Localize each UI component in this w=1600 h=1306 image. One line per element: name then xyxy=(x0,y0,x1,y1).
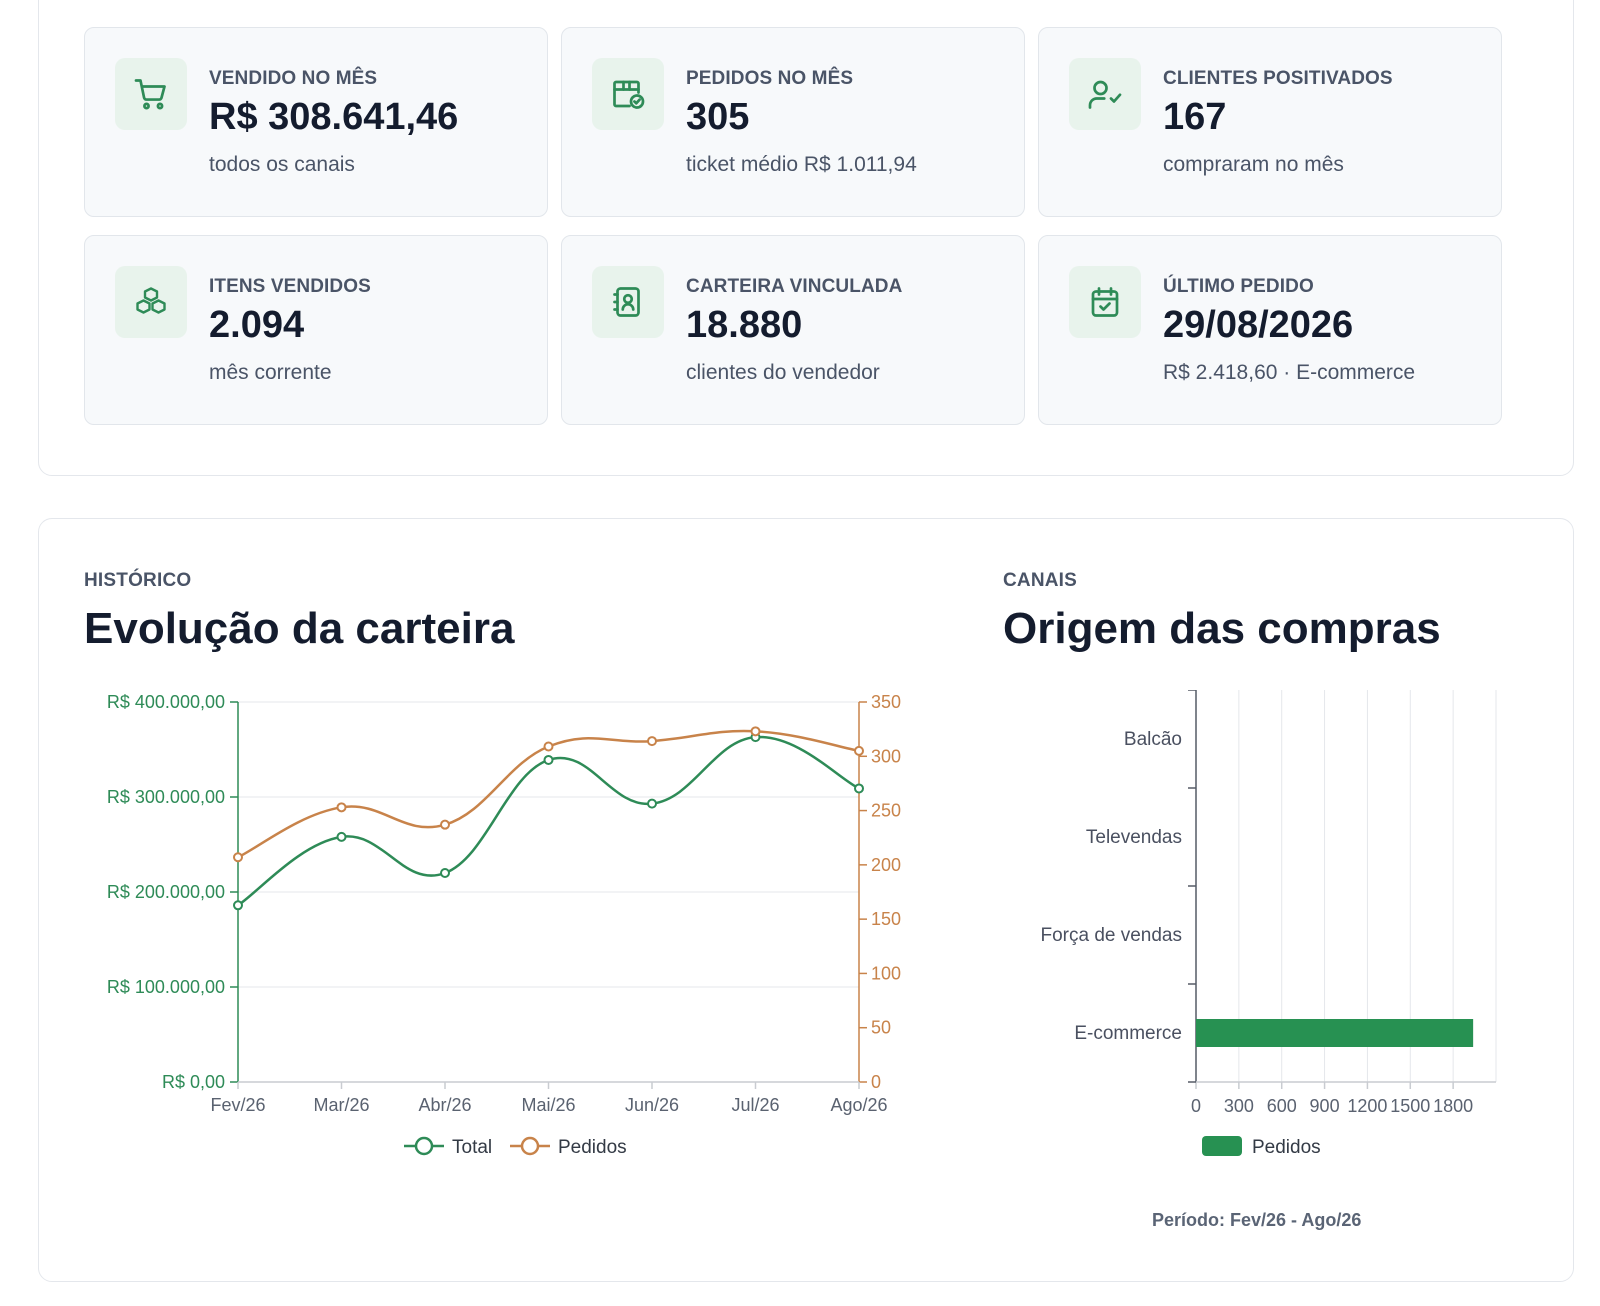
kpi-card-sold: VENDIDO NO MÊS R$ 308.641,46 todos os ca… xyxy=(84,27,548,217)
kpi-subtext: todos os canais xyxy=(209,153,355,176)
history-title: Evolução da carteira xyxy=(84,604,515,653)
data-point-pedidos xyxy=(233,852,243,863)
legend-label-total: Total xyxy=(452,1137,492,1158)
kpi-icon-box xyxy=(115,266,187,338)
kpi-label: ITENS VENDIDOS xyxy=(209,276,371,297)
data-point-pedidos xyxy=(336,802,347,813)
package-check-icon xyxy=(613,80,645,109)
legend-marker-pedidos xyxy=(520,1136,540,1156)
kpi-icon-box xyxy=(115,58,187,130)
y-left-tick-label: R$ 100.000,00 xyxy=(107,977,225,997)
history-eyebrow: HISTÓRICO xyxy=(84,570,192,591)
kpi-label: ÚLTIMO PEDIDO xyxy=(1163,276,1314,297)
y-right-tick-label: 300 xyxy=(871,746,901,766)
kpi-label: CLIENTES POSITIVADOS xyxy=(1163,68,1393,89)
kpi-subtext: compraram no mês xyxy=(1163,153,1344,176)
data-point-pedidos xyxy=(647,736,657,747)
x-tick-label: Mar/26 xyxy=(313,1095,369,1115)
kpi-value: R$ 308.641,46 xyxy=(209,96,459,138)
period-label: Período: Fev/26 - Ago/26 xyxy=(1152,1210,1362,1230)
data-point-total xyxy=(854,783,864,794)
x-tick-label: Abr/26 xyxy=(418,1095,471,1115)
kpi-icon-box xyxy=(592,266,664,338)
kpi-icon-box xyxy=(1069,266,1141,338)
data-point-total xyxy=(647,798,657,809)
data-point-pedidos xyxy=(440,819,450,830)
x-tick-label: 0 xyxy=(1191,1096,1201,1116)
bar-e-commerce xyxy=(1196,1019,1474,1047)
y-left-tick-label: R$ 400.000,00 xyxy=(107,692,225,712)
y-left-tick-label: R$ 200.000,00 xyxy=(107,882,225,902)
kpi-label: CARTEIRA VINCULADA xyxy=(686,276,903,297)
y-right-tick-label: 150 xyxy=(871,909,901,929)
y-right-tick-label: 50 xyxy=(871,1018,891,1038)
category-label: E-commerce xyxy=(1074,1023,1182,1044)
charts-panel xyxy=(38,518,1574,1282)
data-point-total xyxy=(336,831,347,842)
channels-bar-chart: 0 300 600 900 1200 1500 1800 Balcão Televendas Fo… xyxy=(1040,690,1497,1158)
calendar-check-icon xyxy=(1091,287,1119,317)
kpi-label: PEDIDOS NO MÊS xyxy=(686,68,854,89)
data-point-total xyxy=(440,868,450,878)
kpi-card-portfolio: CARTEIRA VINCULADA 18.880 clientes do ve… xyxy=(561,235,1025,425)
y-right-tick-label: 350 xyxy=(871,692,901,712)
kpi-subtext: R$ 2.418,60 · E-commerce xyxy=(1163,361,1416,384)
kpi-value: 305 xyxy=(686,96,750,138)
channels-title: Origem das compras xyxy=(1003,604,1441,653)
kpi-icon-box xyxy=(1069,58,1141,130)
category-label: Balcão xyxy=(1124,729,1182,750)
x-tick-label: Ago/26 xyxy=(830,1095,887,1115)
kpi-value: 18.880 xyxy=(686,304,803,346)
kpi-icon-box xyxy=(592,58,664,130)
y-right-tick-label: 100 xyxy=(871,963,901,983)
x-tick-label: Jun/26 xyxy=(625,1095,679,1115)
x-tick-label: Mai/26 xyxy=(521,1095,575,1115)
y-right-tick-label: 200 xyxy=(871,855,901,875)
x-tick-label: 900 xyxy=(1310,1096,1340,1116)
y-right-tick-label: 250 xyxy=(871,801,901,821)
kpi-card-items: ITENS VENDIDOS 2.094 mês corrente xyxy=(84,235,548,425)
category-label: Televendas xyxy=(1086,827,1182,848)
kpi-subtext: clientes do vendedor xyxy=(686,361,880,384)
legend-marker-total xyxy=(414,1136,434,1156)
y-left-tick-label: R$ 0,00 xyxy=(162,1072,225,1092)
data-point-pedidos xyxy=(750,726,761,737)
kpi-value: 167 xyxy=(1163,96,1227,138)
data-point-pedidos xyxy=(854,745,864,756)
kpi-subtext: ticket médio R$ 1.011,94 xyxy=(686,153,917,176)
x-tick-label: 1200 xyxy=(1347,1096,1387,1116)
legend-swatch-pedidos xyxy=(1202,1136,1242,1156)
x-tick-label: 300 xyxy=(1224,1096,1254,1116)
category-label: Força de vendas xyxy=(1040,925,1182,946)
x-tick-label: 600 xyxy=(1267,1096,1297,1116)
kpi-value: 29/08/2026 xyxy=(1163,304,1354,346)
history-line-chart: R$ 0,00 R$ 100.000,00 R$ 200.000,00 R$ 300.… xyxy=(107,692,901,1158)
data-point-pedidos xyxy=(543,741,554,752)
shopping-cart-icon xyxy=(134,79,166,110)
y-left-tick-label: R$ 300.000,00 xyxy=(107,787,225,807)
kpi-card-orders: PEDIDOS NO MÊS 305 ticket médio R$ 1.011… xyxy=(561,27,1025,217)
kpi-subtext: mês corrente xyxy=(209,361,332,384)
x-tick-label: 1500 xyxy=(1390,1096,1430,1116)
y-right-tick-label: 0 xyxy=(871,1072,881,1092)
kpi-card-last-order: ÚLTIMO PEDIDO 29/08/2026 R$ 2.418,60 · E… xyxy=(1038,235,1502,425)
legend-label-pedidos: Pedidos xyxy=(558,1137,627,1158)
user-check-icon xyxy=(1088,80,1122,109)
data-point-total xyxy=(543,754,554,765)
kpi-label: VENDIDO NO MÊS xyxy=(209,68,378,89)
legend-label-pedidos: Pedidos xyxy=(1252,1137,1321,1158)
data-point-total xyxy=(233,900,243,911)
x-tick-label: Fev/26 xyxy=(210,1095,265,1115)
x-tick-label: Jul/26 xyxy=(731,1095,779,1115)
boxes-icon xyxy=(136,287,166,314)
kpi-panel: VENDIDO NO MÊS R$ 308.641,46 todos os ca… xyxy=(38,0,1574,476)
contact-book-icon xyxy=(613,287,640,317)
channels-eyebrow: CANAIS xyxy=(1003,570,1078,591)
kpi-card-clients: CLIENTES POSITIVADOS 167 compraram no mê… xyxy=(1038,27,1502,217)
x-tick-label: 1800 xyxy=(1433,1096,1473,1116)
kpi-value: 2.094 xyxy=(209,304,305,346)
